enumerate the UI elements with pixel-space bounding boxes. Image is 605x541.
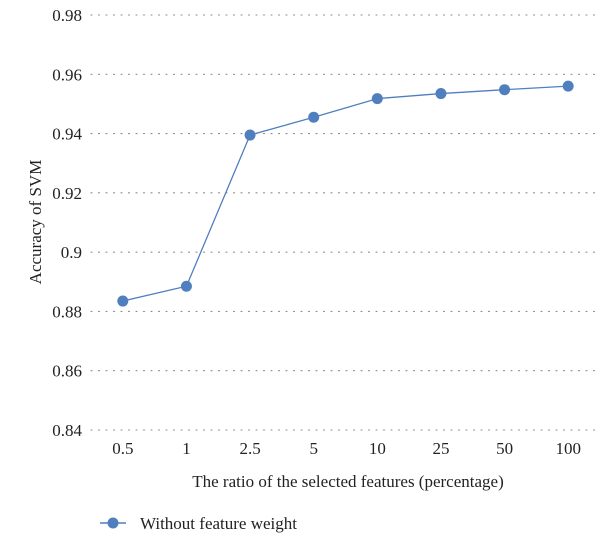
- x-axis-title: The ratio of the selected features (perc…: [192, 472, 504, 491]
- x-tick-label: 2.5: [239, 439, 260, 458]
- x-tick-label: 5: [309, 439, 318, 458]
- legend-label: Without feature weight: [140, 514, 297, 533]
- legend-marker-swatch: [107, 517, 119, 529]
- data-point: [244, 129, 256, 141]
- x-tick-label: 0.5: [112, 439, 133, 458]
- y-tick-label: 0.98: [52, 6, 82, 25]
- grid-lines: [90, 14, 601, 431]
- y-tick-label: 0.9: [61, 243, 82, 262]
- y-axis-ticks: 0.84 0.86 0.88 0.9 0.92 0.94 0.96 0.98: [52, 6, 82, 440]
- x-tick-label: 10: [369, 439, 386, 458]
- y-tick-label: 0.84: [52, 421, 82, 440]
- data-point: [180, 280, 192, 292]
- y-tick-label: 0.96: [52, 65, 82, 84]
- y-tick-label: 0.88: [52, 302, 82, 321]
- y-tick-label: 0.86: [52, 362, 82, 381]
- x-tick-label: 25: [432, 439, 449, 458]
- y-tick-label: 0.92: [52, 184, 82, 203]
- data-point: [435, 88, 447, 100]
- y-tick-label: 0.94: [52, 125, 82, 144]
- x-tick-label: 1: [182, 439, 191, 458]
- y-axis-title: Accuracy of SVM: [26, 160, 45, 285]
- data-point: [117, 295, 129, 307]
- data-point: [371, 93, 383, 105]
- legend: Without feature weight: [100, 514, 297, 533]
- x-tick-label: 100: [555, 439, 581, 458]
- data-point: [562, 80, 574, 92]
- data-point: [308, 111, 320, 123]
- x-tick-label: 50: [496, 439, 513, 458]
- data-series: [117, 80, 574, 307]
- series-line: [122, 85, 569, 302]
- data-point: [499, 84, 511, 96]
- x-axis-ticks: 0.5 1 2.5 5 10 25 50 100: [112, 439, 581, 458]
